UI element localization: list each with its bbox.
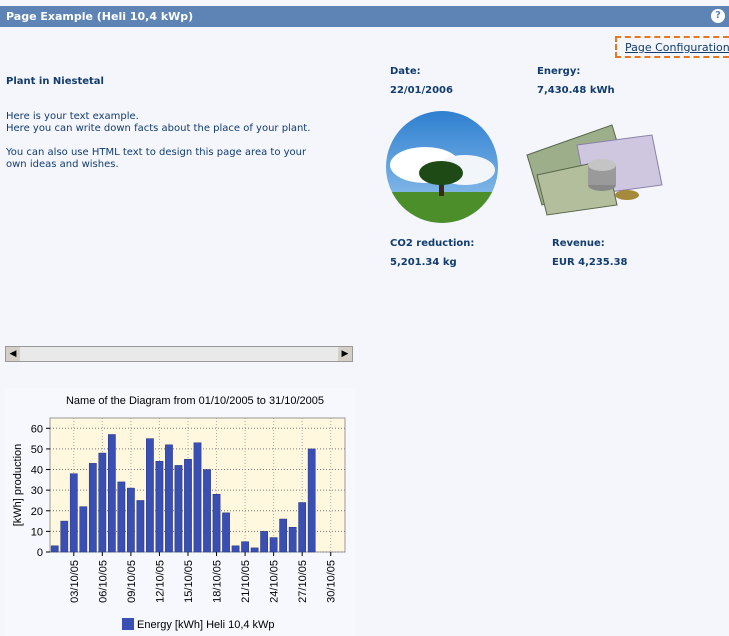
bar bbox=[184, 459, 191, 552]
stat-label: Date: bbox=[390, 66, 421, 77]
x-tick-label: 09/10/05 bbox=[126, 560, 138, 603]
scrollbar[interactable]: ◀ ▶ bbox=[5, 346, 353, 362]
y-tick-label: 30 bbox=[31, 485, 43, 497]
bar bbox=[61, 521, 68, 552]
bar bbox=[80, 507, 87, 552]
plant-heading: Plant in Niestetal bbox=[6, 76, 104, 87]
text-line: Here is your text example. bbox=[6, 111, 310, 123]
text-line: Here you can write down facts about the … bbox=[6, 123, 310, 135]
stat-value: EUR 4,235.38 bbox=[552, 257, 627, 268]
tree-image bbox=[385, 110, 500, 225]
bar bbox=[194, 443, 201, 552]
bar bbox=[232, 546, 239, 552]
x-tick-label: 21/10/05 bbox=[240, 560, 252, 603]
chart: Name of the Diagram from 01/10/2005 to 3… bbox=[5, 388, 355, 636]
y-axis-label: [kWh] production bbox=[12, 444, 24, 527]
paragraph: You can also use HTML text to design thi… bbox=[6, 147, 306, 171]
header-bar: Page Example (Heli 10,4 kWp) ? bbox=[0, 6, 729, 27]
y-tick-label: 10 bbox=[31, 526, 43, 538]
legend-swatch bbox=[122, 618, 134, 630]
page: Page Example (Heli 10,4 kWp) ? Page Conf… bbox=[0, 0, 729, 636]
bar bbox=[299, 503, 306, 552]
stat-label: Energy: bbox=[537, 66, 580, 77]
chart-title: Name of the Diagram from 01/10/2005 to 3… bbox=[66, 395, 324, 407]
bar bbox=[137, 500, 144, 552]
y-tick-label: 0 bbox=[37, 547, 43, 559]
bar bbox=[308, 449, 315, 552]
bar bbox=[270, 538, 277, 552]
bar bbox=[203, 470, 210, 552]
money-image bbox=[517, 115, 667, 220]
x-tick-label: 03/10/05 bbox=[69, 560, 81, 603]
x-tick-label: 24/10/05 bbox=[269, 560, 281, 603]
text-line: You can also use HTML text to design thi… bbox=[6, 147, 306, 159]
text-line: own ideas and wishes. bbox=[6, 159, 306, 171]
stat-value: 5,201.34 kg bbox=[390, 257, 457, 268]
bar bbox=[70, 474, 77, 552]
x-tick-label: 12/10/05 bbox=[154, 560, 166, 603]
x-tick-label: 30/10/05 bbox=[326, 560, 338, 603]
stat-value: 22/01/2006 bbox=[390, 85, 453, 96]
bar bbox=[241, 542, 248, 552]
page-configuration-link[interactable]: Page Configuration bbox=[617, 38, 729, 54]
bar bbox=[127, 488, 134, 552]
bar bbox=[280, 519, 287, 552]
bar bbox=[222, 513, 229, 552]
y-tick-label: 20 bbox=[31, 506, 43, 518]
legend-label: Energy [kWh] Heli 10,4 kWp bbox=[137, 619, 275, 631]
link-frame: Page Configuration bbox=[615, 36, 729, 58]
y-tick-label: 60 bbox=[31, 423, 43, 435]
bar bbox=[289, 527, 296, 552]
bar bbox=[156, 461, 163, 552]
stat-label: Revenue: bbox=[552, 238, 605, 249]
x-tick-label: 15/10/05 bbox=[183, 560, 195, 603]
bar bbox=[108, 434, 115, 552]
stat-value: 7,430.48 kWh bbox=[537, 85, 615, 96]
help-button[interactable]: ? bbox=[711, 9, 725, 23]
scroll-left[interactable]: ◀ bbox=[6, 347, 20, 361]
x-tick-label: 18/10/05 bbox=[212, 560, 224, 603]
y-tick-label: 40 bbox=[31, 465, 43, 477]
bar bbox=[99, 453, 106, 552]
bar bbox=[146, 439, 153, 552]
bar bbox=[260, 531, 267, 552]
x-tick-label: 06/10/05 bbox=[97, 560, 109, 603]
header-title: Page Example (Heli 10,4 kWp) bbox=[6, 10, 193, 23]
y-tick-label: 50 bbox=[31, 444, 43, 456]
scroll-right[interactable]: ▶ bbox=[338, 347, 352, 361]
bar bbox=[165, 445, 172, 552]
bar bbox=[51, 546, 58, 552]
bar bbox=[118, 482, 125, 552]
x-tick-label: 27/10/05 bbox=[297, 560, 309, 603]
stat-label: CO2 reduction: bbox=[390, 238, 474, 249]
bar bbox=[175, 465, 182, 552]
bar bbox=[251, 548, 258, 552]
paragraph: Here is your text example. Here you can … bbox=[6, 111, 310, 135]
bar bbox=[213, 494, 220, 552]
bar bbox=[89, 463, 96, 552]
